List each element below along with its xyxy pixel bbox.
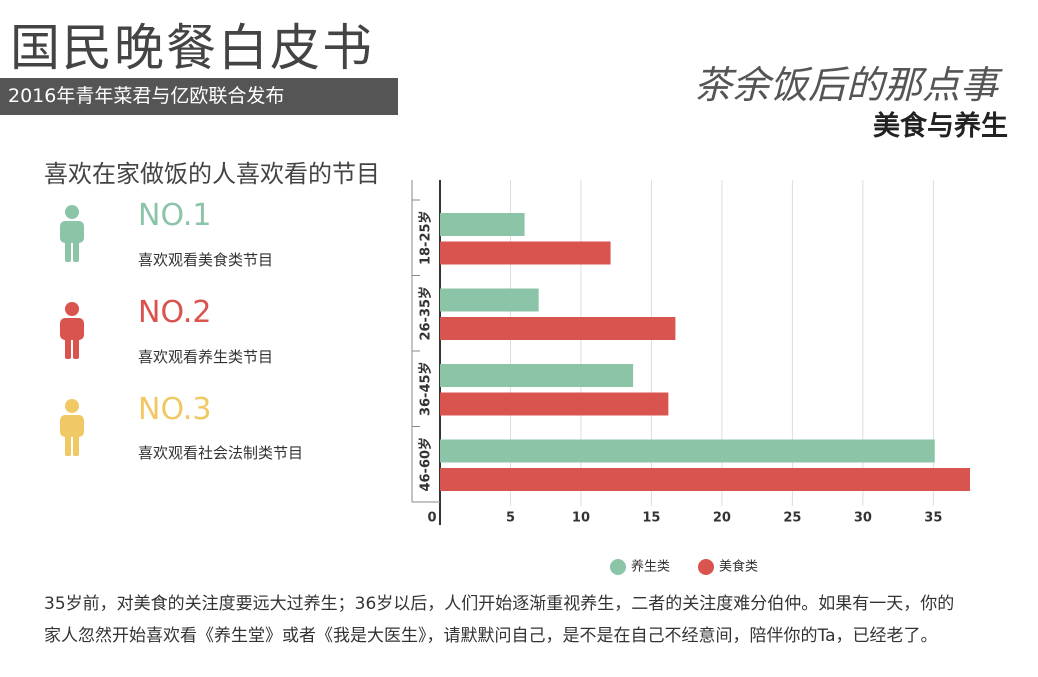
icons — [60, 205, 84, 456]
y-tick-label: 36-45岁 — [418, 361, 434, 416]
bar — [440, 288, 539, 312]
y-tick-label: 26-35岁 — [418, 286, 434, 341]
rank: NO.3 — [138, 392, 212, 427]
x-tick-label: 20 — [713, 511, 731, 526]
legend-marker — [698, 559, 714, 575]
bar — [440, 364, 634, 387]
slogan: 茶余饭后的那点事 — [693, 63, 998, 107]
rank: NO.2 — [138, 295, 212, 330]
x-tick-label: 5 — [506, 511, 515, 526]
x-tick-label: 30 — [854, 511, 872, 526]
chart: 0 5 10 15 20 25 30 35 18-25岁 26-35岁 36-45岁 46-60岁养生… — [411, 180, 970, 575]
footer-text: 35岁前，对美食的关注度要远大过养生；36岁以后，人们开始逐渐重视养生，二者的关… — [44, 594, 955, 646]
rank: NO.1 — [138, 198, 212, 233]
legend-label: 美食类 — [719, 559, 758, 575]
ranking-title: 喜欢在家做饭的人喜欢看的节目 — [44, 160, 380, 188]
x-tick-label: 25 — [783, 511, 801, 526]
person-icon — [60, 205, 84, 262]
x-tick-label: 35 — [924, 511, 942, 526]
x-tick-label: 0 — [427, 511, 436, 526]
y-tick-label: 18-25岁 — [418, 210, 434, 265]
legend-label: 养生类 — [631, 559, 670, 575]
x-tick-label: 10 — [572, 511, 590, 526]
legend-marker — [610, 559, 626, 575]
bar — [440, 392, 669, 416]
bar — [440, 317, 676, 340]
rank-text: 喜欢观看社会法制类节目 — [138, 444, 304, 462]
person-icon — [60, 399, 84, 456]
publisher: 2016年青年菜君与亿欧联合发布 — [0, 78, 398, 115]
bar — [440, 241, 611, 265]
topic: 美食与养生 — [873, 111, 1008, 142]
bar — [440, 468, 970, 491]
rank-text: 喜欢观看养生类节目 — [138, 348, 274, 366]
bar — [440, 439, 935, 463]
person-icon — [60, 302, 84, 359]
bar — [440, 213, 525, 236]
y-tick-label: 46-60岁 — [418, 437, 434, 492]
title: 国民晚餐白皮书 — [10, 19, 374, 77]
x-tick-label: 15 — [642, 511, 660, 526]
rank-text: 喜欢观看美食类节目 — [138, 251, 274, 269]
